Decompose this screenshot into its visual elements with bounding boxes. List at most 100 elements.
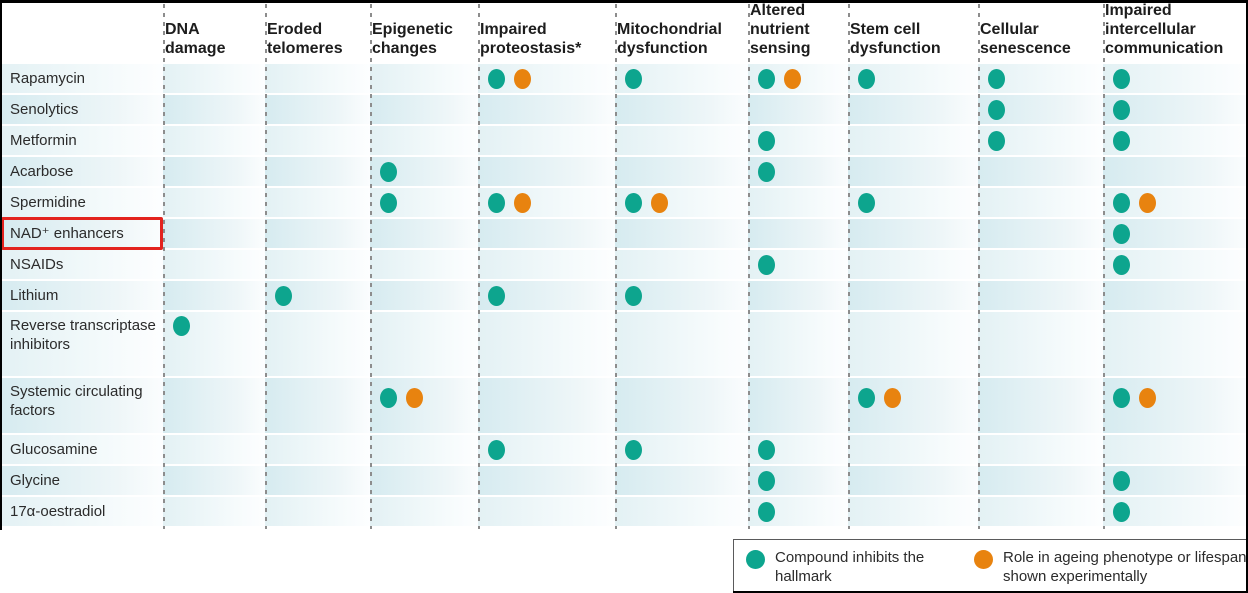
row-label-text: NAD⁺ enhancers [10,225,124,242]
column-divider [748,4,750,529]
row-label: Rapamycin [0,64,163,93]
matrix-cell [163,219,265,248]
row-label-text: Metformin [10,132,77,149]
table-row: Glucosamine [0,435,1248,464]
legend-item-experimental: Role in ageing phenotype or lifespan sho… [974,548,1247,586]
matrix-cell [748,219,848,248]
matrix-cell [748,64,848,93]
matrix-cell [748,188,848,217]
row-label: Systemic circulating factors [0,378,163,433]
inhibits-hallmark-dot [988,99,1005,120]
matrix-cell [478,466,615,495]
matrix-cell [748,466,848,495]
column-divider [978,4,980,529]
matrix-cell [163,497,265,526]
matrix-cell [748,157,848,186]
inhibits-hallmark-dot [1113,130,1130,151]
matrix-cell [478,281,615,310]
matrix-cell [478,250,615,279]
experimental-role-dot [514,68,531,89]
legend-label: Compound inhibits the hallmark [775,549,925,585]
matrix-cell [163,312,265,376]
matrix-cell [848,126,978,155]
table-row: Glycine [0,466,1248,495]
row-label: Acarbose [0,157,163,186]
table-row: Senolytics [0,95,1248,124]
column-header: Mitochondrial dysfunction [617,21,722,57]
matrix-cell [265,64,370,93]
inhibits-hallmark-dot [988,130,1005,151]
matrix-cell [1103,64,1248,93]
matrix-cell [848,219,978,248]
column-divider [265,4,267,529]
row-label-text: Spermidine [10,194,86,211]
row-label-text: Senolytics [10,101,79,118]
matrix-cell [848,378,978,433]
inhibits-hallmark-dot [625,68,642,89]
matrix-cell [1103,219,1248,248]
row-label: Reverse transcriptase inhibitors [0,312,163,376]
matrix-header: DNA damage Eroded telomeres Epigenetic cha… [0,0,1248,64]
figure-border-left [0,0,2,530]
matrix-cell [1103,281,1248,310]
inhibits-hallmark-dot [1113,99,1130,120]
legend-item-inhibits: Compound inhibits the hallmark [746,548,945,586]
matrix-cell [478,219,615,248]
matrix-cell [848,95,978,124]
matrix-cell [848,281,978,310]
matrix-cell [615,497,748,526]
table-row: NSAIDs [0,250,1248,279]
matrix-cell [848,188,978,217]
matrix-cell [978,188,1103,217]
column-header: Impaired intercellular communication [1105,2,1224,57]
matrix-cell [1103,250,1248,279]
matrix-cell [370,378,478,433]
matrix-cell [163,64,265,93]
matrix-cell [163,250,265,279]
matrix-cell [748,378,848,433]
inhibits-hallmark-dot [1113,192,1130,213]
row-label-text: Lithium [10,287,59,304]
column-header: Eroded telomeres [267,21,343,57]
matrix-cell [615,219,748,248]
inhibits-hallmark-dot [1113,388,1130,408]
matrix-cell [748,281,848,310]
inhibits-hallmark-dot [625,285,642,306]
matrix-cell [163,188,265,217]
row-label: NAD⁺ enhancers [0,217,163,250]
row-label-text: Acarbose [10,163,74,180]
matrix-cell [163,435,265,464]
experimental-role-dot [514,192,531,213]
column-header: Altered nutrient sensing [750,2,811,57]
matrix-cell [615,378,748,433]
matrix-cell [615,281,748,310]
figure-border-bottom [733,591,1248,593]
inhibits-hallmark-dot [758,470,775,491]
matrix-cell [265,219,370,248]
matrix-cell [1103,126,1248,155]
inhibits-hallmark-dot [380,192,397,213]
matrix-cell [163,378,265,433]
matrix-cell [163,126,265,155]
table-row: Rapamycin [0,64,1248,93]
experimental-role-dot [1139,388,1156,408]
matrix-cell [478,64,615,93]
inhibits-hallmark-dot [1113,68,1130,89]
matrix-cell [1103,312,1248,376]
matrix-cell [978,64,1103,93]
matrix-cell [615,95,748,124]
table-row: NAD⁺ enhancers [0,217,1248,250]
matrix-cell [265,95,370,124]
matrix-cell [1103,497,1248,526]
matrix-cell [265,497,370,526]
matrix-cell [163,466,265,495]
matrix-cell [370,188,478,217]
matrix-cell [265,250,370,279]
matrix-cell [265,157,370,186]
matrix-cell [1103,378,1248,433]
matrix-cell [478,157,615,186]
experimental-role-dot [884,388,901,408]
column-header: Impaired proteostasis* [480,21,582,57]
matrix-cell [615,435,748,464]
